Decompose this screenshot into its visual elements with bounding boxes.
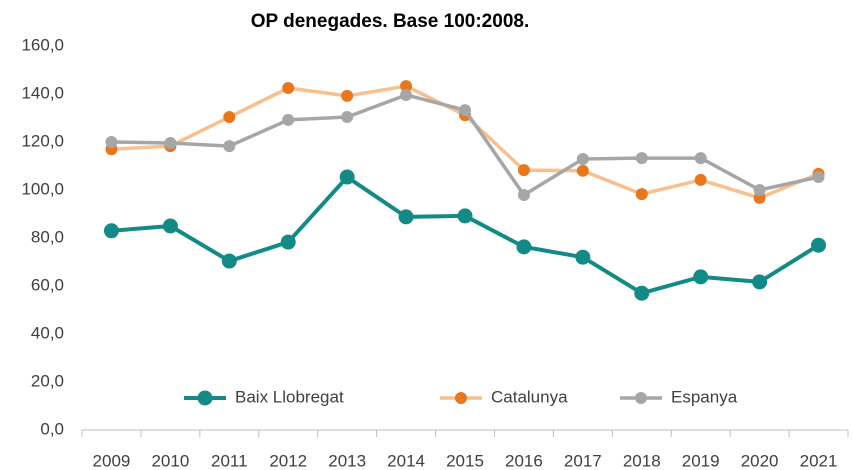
marker [576, 153, 589, 166]
marker [103, 223, 119, 239]
marker [635, 152, 648, 165]
marker [341, 111, 354, 124]
y-tick-label: 100,0 [21, 179, 64, 198]
marker [223, 140, 236, 153]
legend-label: Baix Llobregat [235, 387, 344, 406]
y-tick-label: 160,0 [21, 35, 64, 54]
marker [517, 189, 530, 202]
marker [635, 188, 648, 201]
marker [162, 218, 178, 234]
marker [459, 104, 471, 117]
marker [223, 111, 236, 124]
marker [280, 234, 296, 250]
marker [811, 237, 827, 253]
y-tick-label: 40,0 [31, 323, 64, 342]
marker [517, 164, 530, 177]
x-tick-label: 2013 [328, 451, 366, 470]
marker [516, 239, 532, 255]
x-tick-label: 2012 [269, 451, 307, 470]
x-tick-label: 2017 [564, 451, 602, 470]
marker [812, 171, 825, 184]
legend-label: Catalunya [491, 387, 568, 406]
marker [752, 274, 768, 290]
marker [400, 88, 413, 101]
x-tick-label: 2019 [682, 451, 720, 470]
marker [457, 208, 473, 224]
y-tick-label: 60,0 [31, 275, 64, 294]
marker [694, 173, 707, 186]
x-tick-label: 2018 [623, 451, 661, 470]
marker [753, 184, 766, 196]
x-tick-label: 2016 [505, 451, 543, 470]
marker [339, 169, 355, 185]
series-line [111, 84, 820, 200]
x-tick-label: 2015 [446, 451, 484, 470]
marker [105, 136, 118, 148]
y-tick-label: 20,0 [31, 371, 64, 390]
marker [694, 152, 707, 165]
x-tick-label: 2010 [151, 451, 189, 470]
marker [341, 89, 354, 102]
marker [282, 82, 295, 94]
marker [634, 285, 650, 301]
x-tick-label: 2021 [800, 451, 838, 470]
series-line [111, 175, 820, 296]
legend-marker [455, 392, 467, 404]
marker [575, 249, 591, 265]
marker [400, 80, 413, 93]
x-tick-label: 2011 [211, 451, 248, 470]
marker [576, 164, 589, 177]
x-tick-label: 2014 [387, 451, 425, 470]
x-tick-label: 2009 [93, 451, 131, 470]
marker [282, 113, 295, 126]
legend-marker [635, 392, 647, 404]
legend-marker [197, 390, 213, 406]
y-tick-label: 120,0 [21, 131, 64, 150]
x-tick-label: 2020 [741, 451, 779, 470]
y-tick-label: 0,0 [40, 419, 64, 438]
marker [693, 269, 709, 285]
legend-label: Espanya [671, 387, 738, 406]
marker [398, 209, 414, 225]
chart-title: OP denegades. Base 100:2008. [251, 11, 529, 32]
y-tick-label: 80,0 [31, 227, 64, 246]
marker [221, 253, 237, 269]
marker [164, 136, 177, 149]
y-tick-label: 140,0 [21, 83, 64, 102]
